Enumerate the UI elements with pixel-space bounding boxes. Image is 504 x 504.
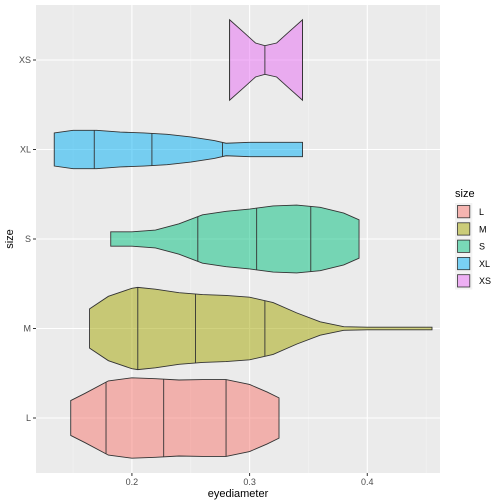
legend-key-swatch xyxy=(457,205,471,219)
legend-label: L xyxy=(479,207,484,217)
y-tick-label: XS xyxy=(19,55,31,65)
violin-xl xyxy=(53,129,303,170)
x-axis-title: eyediameter xyxy=(208,488,269,500)
legend-key-swatch xyxy=(457,239,471,253)
violin-body xyxy=(70,377,280,459)
x-tick-label: 0.4 xyxy=(361,477,374,487)
x-tick-label: 0.3 xyxy=(243,477,256,487)
legend-key-swatch xyxy=(457,274,471,288)
legend-label: XS xyxy=(479,276,491,286)
axes: 0.2 0.3 0.4 L M S XL XS xyxy=(19,55,374,487)
legend-items: LMS XL XS xyxy=(455,203,491,290)
violin-body xyxy=(110,204,360,274)
violin-s xyxy=(110,204,360,274)
y-tick-label: XL xyxy=(20,145,31,155)
legend-label: S xyxy=(479,242,485,252)
violin-l xyxy=(70,377,280,459)
legend: size LMS XL XS xyxy=(455,188,491,290)
legend-label: M xyxy=(479,224,487,234)
y-tick-label: M xyxy=(24,324,32,334)
violin-xs xyxy=(229,18,303,102)
legend-item-s: S xyxy=(455,237,485,255)
y-tick-label: L xyxy=(26,413,31,423)
legend-item-m: M xyxy=(455,220,487,238)
legend-title: size xyxy=(455,188,475,200)
legend-key-swatch xyxy=(457,222,471,236)
legend-item-xs: XS xyxy=(455,272,491,290)
violins xyxy=(53,18,433,459)
legend-key-swatch xyxy=(457,256,471,271)
legend-item-l: L xyxy=(455,203,484,221)
y-tick-label: S xyxy=(25,234,31,244)
y-axis-title: size xyxy=(4,229,16,249)
x-tick-label: 0.2 xyxy=(126,477,139,487)
violin-m xyxy=(89,286,433,371)
violin-body xyxy=(53,129,303,170)
legend-item-xl: XL xyxy=(455,254,490,273)
legend-label: XL xyxy=(479,259,490,269)
violin-body xyxy=(89,286,433,371)
